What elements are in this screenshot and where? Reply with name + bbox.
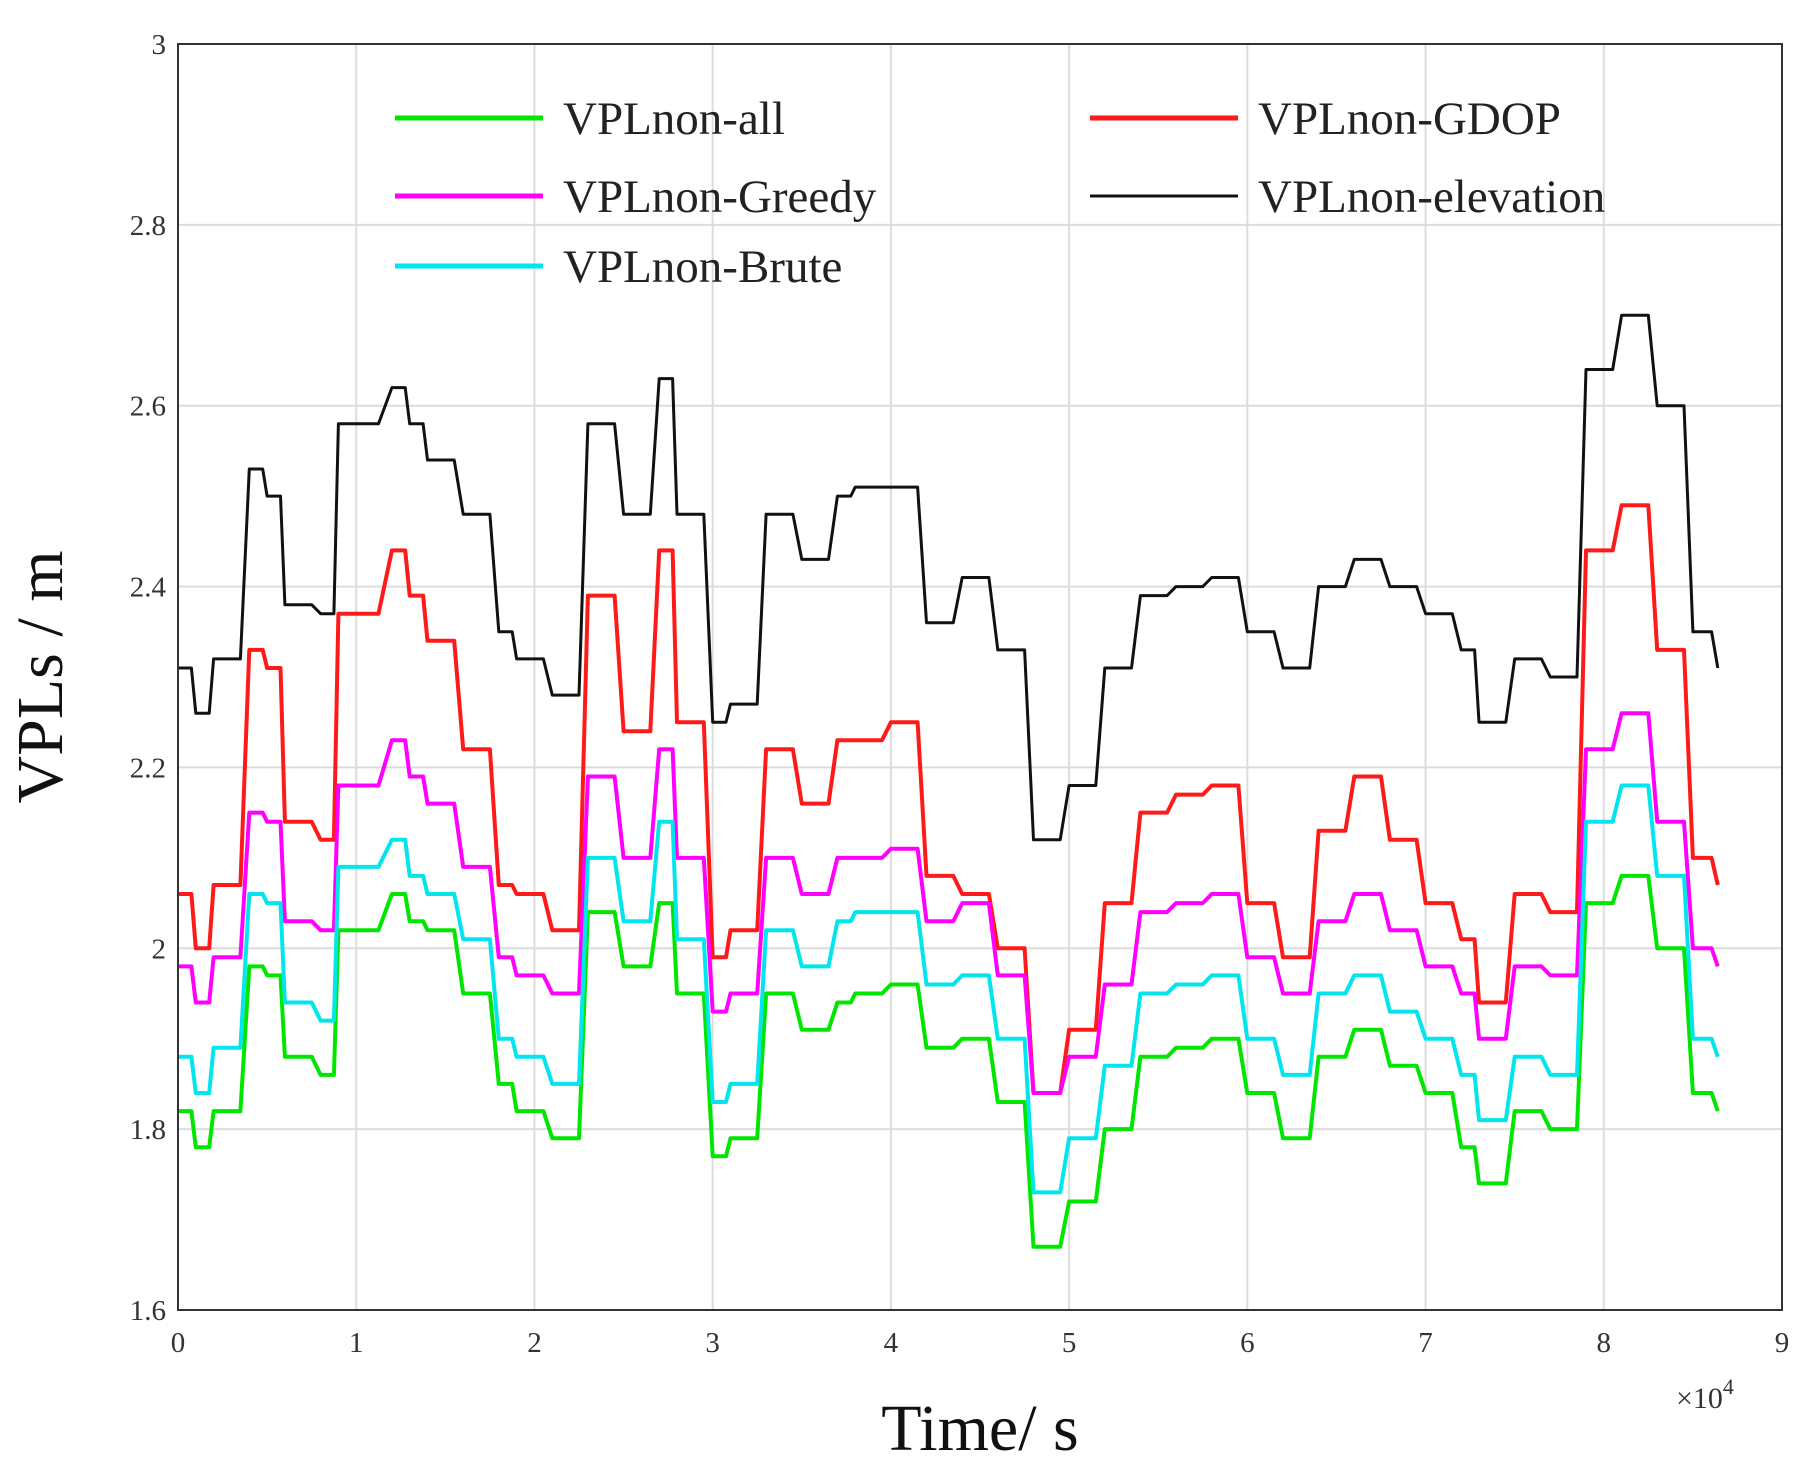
x-tick-label: 1 bbox=[349, 1327, 364, 1359]
series-line-vplnon-all bbox=[178, 873, 1720, 1249]
y-tick-label: 3 bbox=[152, 29, 167, 61]
x-tick-label: 8 bbox=[1597, 1327, 1612, 1359]
axes-box bbox=[177, 43, 1783, 1311]
plot-area bbox=[178, 313, 1720, 1249]
x-tick-label: 2 bbox=[527, 1327, 542, 1359]
legend-label-vplnon-greedy: VPLnon-Greedy bbox=[563, 171, 877, 223]
series-line-vplnon-brute bbox=[178, 783, 1720, 1195]
x-axis-exponent-base: ×10 bbox=[1676, 1382, 1723, 1415]
legend: VPLnon-all VPLnon-GDOP VPLnon-Greedy VPLnon… bbox=[395, 93, 1605, 293]
y-axis-title: VPLs / m bbox=[4, 550, 77, 803]
x-axis-exponent-power: 4 bbox=[1723, 1374, 1734, 1399]
x-tick-label: 6 bbox=[1240, 1327, 1255, 1359]
legend-label-vplnon-brute: VPLnon-Brute bbox=[563, 241, 842, 293]
x-axis-exponent: ×104 bbox=[1676, 1374, 1734, 1415]
series-line-vplnon-greedy bbox=[178, 711, 1720, 1095]
legend-label-vplnon-all: VPLnon-all bbox=[563, 93, 785, 145]
y-tick-label: 1.6 bbox=[130, 1295, 166, 1327]
x-tick-label: 7 bbox=[1418, 1327, 1433, 1359]
x-tick-label: 4 bbox=[884, 1327, 899, 1359]
y-tick-label: 2.8 bbox=[130, 210, 166, 242]
y-tick-label: 2 bbox=[152, 933, 167, 965]
series-line-vplnon-gdop bbox=[178, 503, 1720, 1095]
y-tick-label: 2.6 bbox=[130, 391, 166, 423]
tick-labels: 0 1 2 3 4 5 6 7 8 9 1.6 1.8 2 2.2 2.4 2.6 2.8 3 bbox=[130, 29, 1790, 1359]
x-axis-title: Time/ s bbox=[881, 1392, 1078, 1465]
y-tick-label: 2.4 bbox=[130, 572, 167, 604]
x-tick-label: 9 bbox=[1775, 1327, 1790, 1359]
x-tick-label: 0 bbox=[171, 1327, 186, 1359]
y-tick-label: 1.8 bbox=[130, 1114, 166, 1146]
x-tick-label: 5 bbox=[1062, 1327, 1077, 1359]
y-tick-label: 2.2 bbox=[130, 752, 166, 784]
grid bbox=[178, 44, 1782, 1310]
legend-label-vplnon-gdop: VPLnon-GDOP bbox=[1258, 93, 1561, 145]
legend-label-vplnon-elevation: VPLnon-elevation bbox=[1258, 171, 1605, 223]
series-line-vplnon-elevation bbox=[178, 313, 1720, 842]
x-tick-label: 3 bbox=[705, 1327, 720, 1359]
